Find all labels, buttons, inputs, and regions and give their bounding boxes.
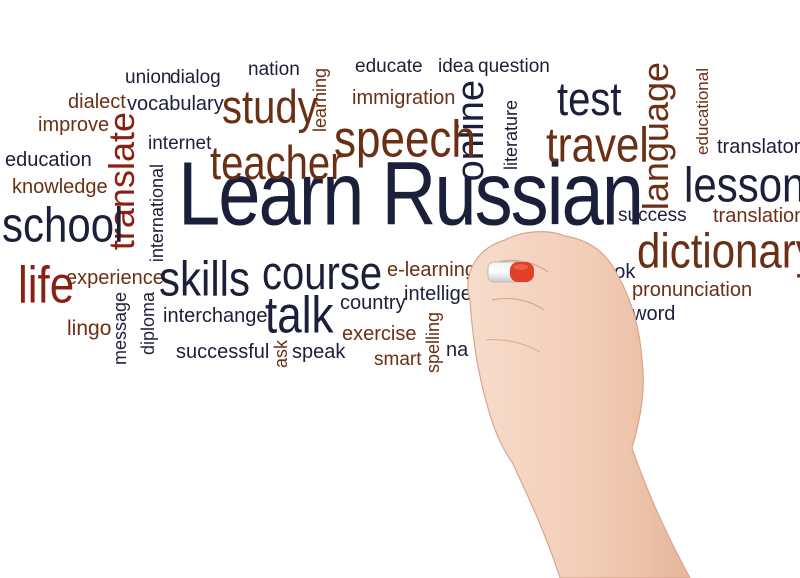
- word-interchange: interchange: [163, 305, 268, 327]
- word-question: question: [478, 56, 550, 77]
- word-internet: internet: [148, 133, 212, 154]
- marker-pen: [487, 261, 534, 283]
- word-experience: experience: [66, 267, 164, 289]
- word-idea: idea: [438, 56, 474, 77]
- word-course: course: [262, 247, 383, 300]
- word-lingo: lingo: [67, 317, 112, 340]
- word-union: union: [125, 67, 172, 88]
- word-pronunciation: pronunciation: [632, 279, 753, 301]
- word-translator: translator: [717, 136, 800, 158]
- word-speak: speak: [292, 341, 346, 363]
- word-translation: translation: [713, 205, 800, 227]
- word-nation: nation: [248, 59, 300, 80]
- word-lesson: lesson: [684, 156, 800, 212]
- word-talk: talk: [265, 286, 334, 345]
- word-life: life: [18, 256, 75, 315]
- hand-shape: [467, 231, 691, 578]
- word-education: education: [5, 149, 92, 171]
- word-test: test: [557, 73, 622, 126]
- word-teacher: teacher: [210, 137, 344, 190]
- word-dialog: dialog: [170, 67, 221, 88]
- word-dictionary: dictionary: [637, 222, 800, 278]
- word-vocabulary: vocabulary: [127, 93, 224, 115]
- word-travel: travel: [546, 116, 649, 172]
- word-educate: educate: [355, 56, 423, 77]
- word-intelligence: intellige: [404, 283, 472, 305]
- word-skills: skills: [159, 250, 250, 306]
- word-e-learning: e-learning: [387, 259, 476, 281]
- word-knowledge: knowledge: [12, 176, 108, 198]
- word-success: success: [618, 205, 687, 226]
- word-country: country: [340, 292, 406, 314]
- word-navigate-fragment: na: [446, 339, 469, 361]
- word-speech: speech: [334, 110, 476, 169]
- word-immigration: immigration: [352, 87, 456, 109]
- headline: Learn Russian: [178, 144, 644, 245]
- word-word: word: [632, 303, 676, 325]
- word-dialect: dialect: [68, 91, 126, 113]
- word-school: school: [2, 196, 124, 252]
- word-exercise: exercise: [342, 323, 417, 345]
- word-study: study: [222, 81, 318, 134]
- word-improve: improve: [38, 114, 110, 136]
- word-successful: successful: [176, 341, 270, 363]
- word-smart: smart: [374, 349, 422, 370]
